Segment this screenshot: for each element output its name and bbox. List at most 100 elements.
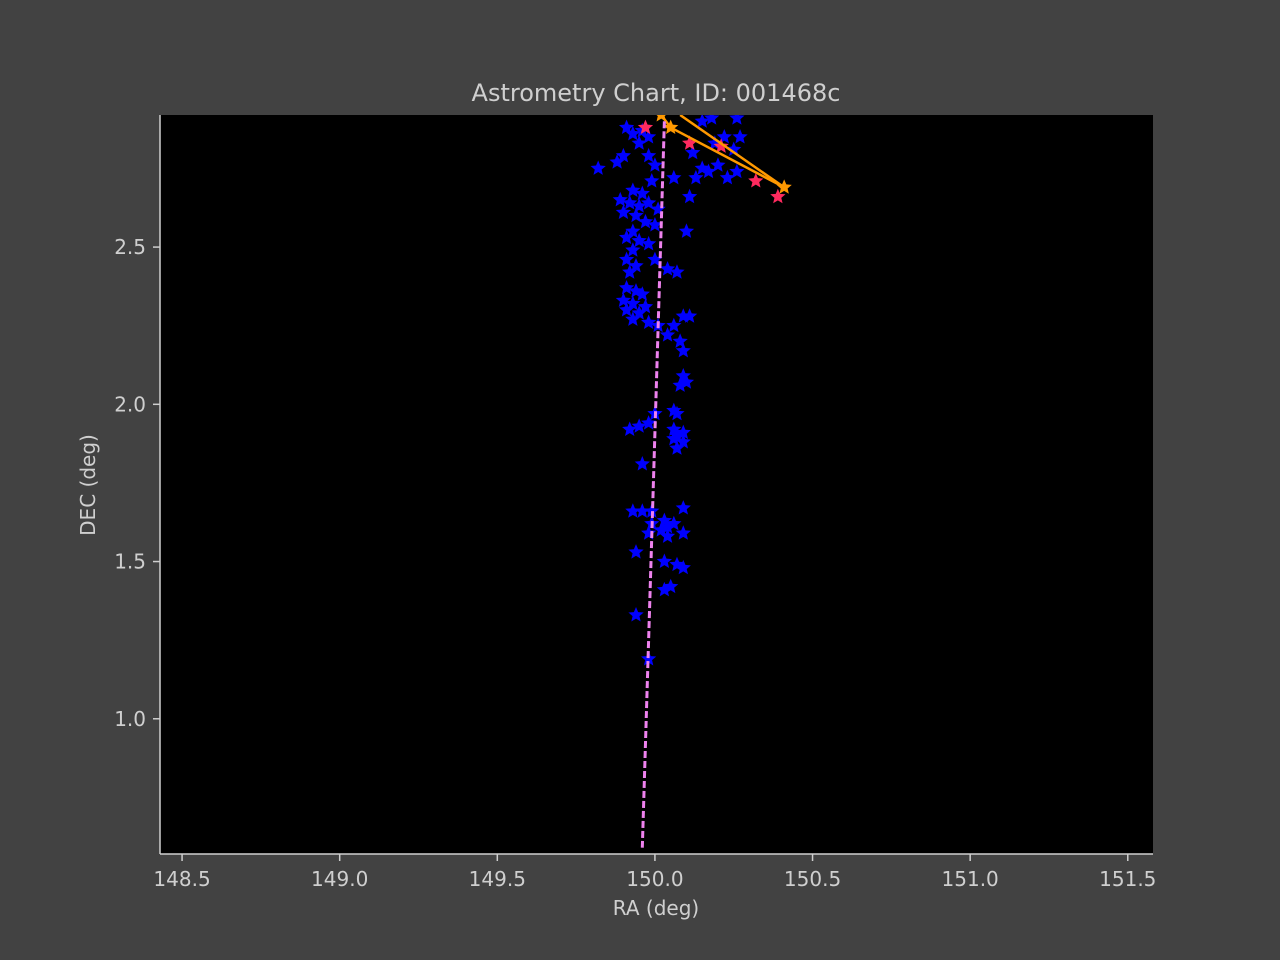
series-0-point-48 — [681, 308, 698, 323]
series-0-point-34 — [659, 261, 676, 276]
series-0-point-81 — [656, 553, 672, 569]
series-0-point-28 — [625, 242, 641, 257]
series-0-point-31 — [628, 257, 644, 273]
x-axis-title: RA (deg) — [613, 896, 699, 920]
series-0-point-20 — [628, 207, 644, 223]
y-axis-title: DEC (deg) — [76, 434, 100, 536]
series-0-point-86 — [628, 607, 644, 622]
series-0-point-70 — [634, 503, 650, 518]
series-0-point-58 — [641, 415, 657, 430]
x-axis-ticks: 148.5 149.0 149.5 150.0 150.5 151.0 151.5 — [153, 854, 1156, 891]
series-0-point-69 — [625, 503, 641, 518]
series-0-point-30 — [618, 251, 635, 267]
y-tick-label-2: 2.0 — [114, 392, 146, 416]
y-tick-label-0: 1.0 — [114, 707, 146, 731]
series-1 — [637, 119, 786, 204]
series-1-point-4 — [770, 188, 786, 204]
series-0-point-54 — [672, 377, 688, 392]
series-0-point-14 — [612, 191, 628, 207]
series-0-point-68 — [675, 500, 691, 515]
series-1-point-0 — [637, 119, 654, 135]
series-0-point-8 — [590, 160, 606, 175]
series-0-point-13 — [634, 185, 650, 201]
series-0-point-35 — [618, 279, 635, 295]
series-0-point-0 — [618, 119, 635, 135]
series-0-point-60 — [622, 421, 638, 436]
series-0-point-26 — [631, 232, 647, 248]
series-0-point-38 — [615, 292, 632, 308]
x-tick-label-2: 149.5 — [469, 867, 526, 891]
series-0-point-4 — [631, 135, 647, 150]
series-0-point-15 — [622, 195, 638, 210]
series-0-point-56 — [669, 405, 685, 421]
series-0-point-64 — [666, 430, 682, 446]
series-0 — [590, 115, 748, 666]
series-2-point-1 — [663, 119, 679, 135]
x-tick-label-3: 150.0 — [626, 867, 683, 891]
series-0-point-16 — [631, 198, 647, 213]
series-0-point-66 — [669, 440, 685, 455]
series-0-point-32 — [622, 264, 638, 279]
series-0-point-92 — [710, 157, 726, 172]
series-0-point-5 — [641, 147, 657, 163]
series-0-point-49 — [659, 327, 676, 342]
series-0-point-50 — [672, 333, 688, 348]
x-tick-label-0: 148.5 — [153, 867, 210, 891]
series-0-point-6 — [615, 147, 632, 163]
chart-title: Astrometry Chart, ID: 001468c — [472, 79, 841, 107]
series-1-point-2 — [713, 138, 729, 153]
series-0-point-101 — [729, 115, 745, 125]
series-1-point-1 — [681, 135, 698, 150]
series-0-point-27 — [641, 235, 657, 251]
series-0-point-93 — [719, 169, 736, 185]
series-0-point-11 — [666, 169, 682, 185]
series-0-point-42 — [631, 305, 647, 320]
series-0-point-17 — [641, 195, 657, 210]
series-0-point-96 — [716, 129, 732, 144]
series-0-point-80 — [628, 544, 644, 559]
series-0-point-39 — [625, 295, 641, 311]
series-0-point-43 — [625, 311, 641, 326]
series-0-point-1 — [625, 125, 641, 141]
x-tick-label-5: 151.0 — [942, 867, 999, 891]
series-0-point-77 — [675, 525, 691, 540]
series-0-point-37 — [634, 286, 650, 301]
series-4-line — [640, 121, 666, 848]
series-0-point-23 — [625, 223, 641, 238]
series-4 — [640, 121, 666, 848]
series-0-point-94 — [729, 163, 745, 179]
x-tick-label-6: 151.5 — [1099, 867, 1156, 891]
series-0-point-97 — [726, 141, 742, 157]
series-0-point-99 — [694, 115, 710, 128]
series-0-point-12 — [625, 182, 641, 197]
series-0-point-21 — [637, 213, 654, 229]
series-0-point-76 — [653, 522, 669, 537]
series-0-point-88 — [685, 144, 701, 160]
series-0-point-10 — [644, 173, 660, 188]
series-layer — [590, 115, 792, 848]
series-0-point-98 — [732, 129, 748, 144]
series-0-point-67 — [634, 456, 650, 471]
y-tick-label-3: 2.5 — [114, 235, 146, 259]
series-1-point-3 — [748, 173, 764, 188]
series-0-point-25 — [618, 229, 635, 245]
series-0-point-90 — [688, 169, 704, 185]
series-0-point-41 — [618, 301, 635, 317]
series-0-point-59 — [631, 418, 647, 433]
x-tick-label-4: 150.5 — [784, 867, 841, 891]
series-3 — [679, 115, 785, 189]
plot-area — [160, 115, 1153, 854]
series-3-line — [679, 115, 785, 189]
series-0-point-102 — [681, 188, 698, 204]
series-0-point-9 — [647, 157, 663, 172]
series-0-point-24 — [678, 223, 695, 238]
series-0-point-3 — [641, 129, 657, 144]
series-0-point-33 — [669, 264, 685, 279]
series-0-point-22 — [647, 217, 663, 232]
y-axis-ticks: 1.0 1.5 2.0 2.5 — [114, 235, 160, 731]
series-0-point-87 — [641, 651, 657, 666]
series-0-point-79 — [659, 528, 676, 543]
series-0-point-83 — [675, 559, 691, 575]
series-0-point-71 — [644, 503, 660, 518]
y-tick-label-1: 1.5 — [114, 550, 146, 574]
